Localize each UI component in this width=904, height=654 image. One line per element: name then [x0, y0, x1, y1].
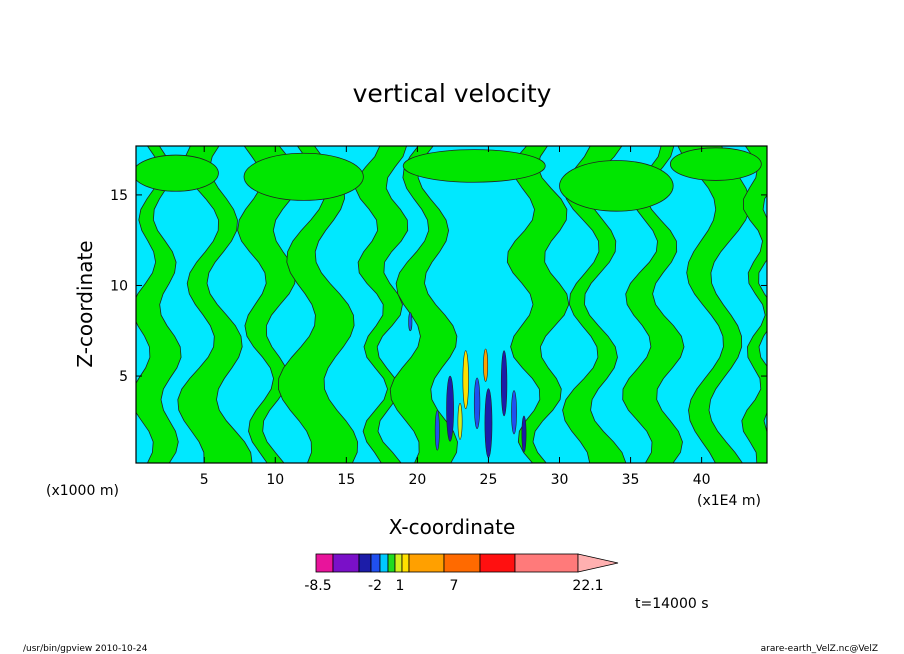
- colorbar-segment: [358, 553, 372, 573]
- y-tick-label: 5: [119, 369, 128, 385]
- colorbar-label: 22.1: [572, 578, 603, 594]
- convective-cell: [473, 377, 481, 429]
- convective-cell: [521, 415, 527, 453]
- contour-lobe: [669, 147, 762, 181]
- chart-title: vertical velocity: [353, 79, 552, 108]
- colorbar-segment: [315, 553, 334, 573]
- x-axis-label: X-coordinate: [389, 515, 516, 539]
- convective-cell: [511, 390, 517, 435]
- contour-band-positive: [389, 146, 458, 463]
- colorbar-segment: [401, 553, 410, 573]
- convective-cell: [462, 350, 469, 409]
- x-tick-label: 5: [200, 472, 209, 488]
- contour-lobe: [243, 152, 364, 201]
- convective-cell: [483, 348, 489, 382]
- contour-band-positive: [277, 146, 359, 463]
- colorbar-segment: [514, 553, 579, 573]
- x-tick-label: 25: [480, 472, 498, 488]
- x-tick-label: 20: [408, 472, 426, 488]
- colorbar-extend-arrow: [577, 553, 619, 573]
- colorbar-segment: [394, 553, 403, 573]
- colorbar-segment: [379, 553, 389, 573]
- colorbar-labels: -8.5 -2 1 7 22.1: [304, 578, 603, 594]
- x-axis-ticks: 5 10 15 20 25 30 35 40: [200, 146, 711, 488]
- contour-band-positive: [506, 146, 570, 463]
- contour-band-positive: [741, 146, 767, 463]
- contour-band-positive: [136, 146, 182, 463]
- convective-cell: [484, 388, 493, 458]
- time-label: t=14000 s: [635, 596, 709, 612]
- contour-band-positive: [622, 146, 685, 463]
- colorbar-segment: [387, 553, 396, 573]
- colorbar-segment: [408, 553, 445, 573]
- y-tick-label: 15: [110, 188, 128, 204]
- contour-band-positive: [177, 146, 253, 463]
- y-tick-label: 10: [110, 278, 128, 294]
- convective-cell: [408, 312, 413, 332]
- x-tick-label: 15: [337, 472, 355, 488]
- colorbar-label: 1: [396, 578, 405, 594]
- y-axis-label: Z-coordinate: [73, 240, 97, 367]
- colorbar-label: -2: [368, 578, 382, 594]
- contour-lobe: [136, 154, 219, 192]
- colorbar-segment: [443, 553, 481, 573]
- plot-frame: [135, 145, 768, 464]
- colorbar-segment: [479, 553, 516, 573]
- convective-cell: [446, 375, 454, 442]
- x-tick-label: 30: [551, 472, 569, 488]
- colorbar-label: 7: [450, 578, 459, 594]
- convective-cell: [500, 350, 508, 417]
- contour-lobe: [402, 149, 546, 183]
- colorbar-segment: [332, 553, 360, 573]
- convective-cell: [457, 402, 463, 440]
- x-tick-label: 10: [266, 472, 284, 488]
- contour-lobe: [559, 160, 674, 212]
- x-unit-note: (x1E4 m): [697, 493, 761, 509]
- y-unit-note: (x1000 m): [46, 483, 119, 499]
- colorbar-segment: [370, 553, 381, 573]
- colorbar: [315, 553, 619, 573]
- plot-area: [135, 145, 768, 464]
- x-tick-label: 40: [693, 472, 711, 488]
- footer-left: /usr/bin/gpview 2010-10-24: [23, 644, 148, 654]
- x-tick-label: 35: [622, 472, 640, 488]
- convective-cell: [434, 410, 440, 451]
- contour-field: [136, 146, 767, 463]
- colorbar-label: -8.5: [304, 578, 331, 594]
- footer-right: arare-earth_VelZ.nc@VelZ: [761, 644, 878, 654]
- y-axis-ticks: 5 10 15: [110, 188, 767, 385]
- contour-band-positive: [677, 146, 751, 463]
